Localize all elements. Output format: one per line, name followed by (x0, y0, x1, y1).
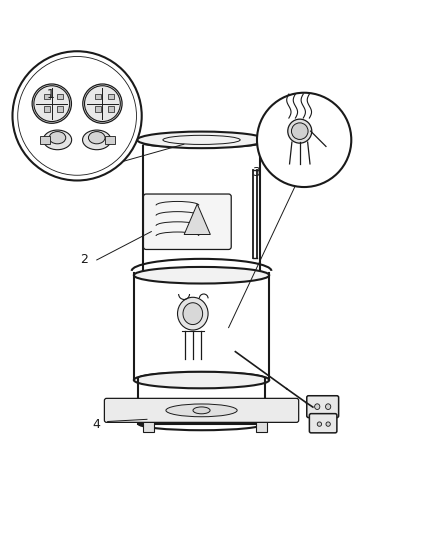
Ellipse shape (183, 303, 203, 325)
FancyBboxPatch shape (104, 398, 299, 422)
Ellipse shape (314, 404, 320, 409)
Ellipse shape (288, 119, 312, 143)
Bar (44, 94, 50, 99)
FancyBboxPatch shape (309, 414, 337, 433)
Ellipse shape (326, 422, 330, 426)
Bar (57, 106, 63, 111)
Ellipse shape (143, 139, 261, 148)
Ellipse shape (137, 132, 266, 148)
FancyBboxPatch shape (144, 194, 231, 249)
Ellipse shape (317, 422, 321, 426)
Text: 1: 1 (47, 87, 55, 101)
Ellipse shape (83, 84, 122, 123)
Ellipse shape (32, 84, 71, 123)
Bar (95, 106, 101, 111)
Ellipse shape (193, 407, 210, 414)
Polygon shape (184, 204, 210, 235)
FancyBboxPatch shape (307, 395, 339, 417)
Bar (40, 136, 49, 144)
Ellipse shape (82, 130, 111, 150)
Ellipse shape (88, 132, 105, 144)
Bar (108, 106, 114, 111)
Ellipse shape (143, 268, 261, 282)
Bar (108, 94, 114, 99)
Bar (106, 136, 115, 144)
Ellipse shape (166, 404, 237, 417)
Circle shape (257, 93, 351, 187)
Bar (256, 418, 267, 432)
Text: 2: 2 (80, 254, 88, 266)
Ellipse shape (177, 297, 208, 330)
Ellipse shape (291, 123, 308, 140)
Circle shape (12, 51, 142, 181)
Ellipse shape (134, 372, 269, 389)
Ellipse shape (49, 132, 66, 144)
Ellipse shape (134, 267, 269, 284)
Text: 4: 4 (93, 418, 101, 431)
Bar (143, 418, 153, 432)
Bar (44, 106, 50, 111)
Text: 3: 3 (252, 166, 260, 179)
Ellipse shape (43, 130, 72, 150)
Ellipse shape (325, 404, 331, 409)
Bar (95, 94, 101, 99)
Bar (57, 94, 63, 99)
